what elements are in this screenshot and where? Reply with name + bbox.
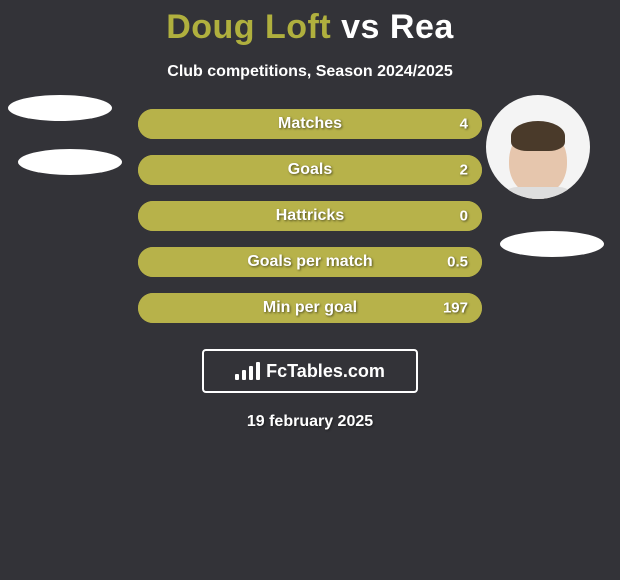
date-label: 19 february 2025: [0, 413, 620, 431]
avatar-hair: [511, 121, 565, 151]
player-left-ellipse-2: [18, 149, 122, 175]
stat-value-right: 2: [460, 162, 468, 179]
title-left: Doug Loft: [166, 8, 331, 46]
player-right-avatar: [486, 95, 590, 199]
subtitle: Club competitions, Season 2024/2025: [0, 63, 620, 81]
stat-label: Goals: [138, 161, 482, 179]
stat-label: Hattricks: [138, 207, 482, 225]
stat-label: Min per goal: [138, 299, 482, 317]
stat-value-right: 4: [460, 116, 468, 133]
player-left-ellipse-1: [8, 95, 112, 121]
title-right: Rea: [390, 8, 454, 46]
logo-bar: [235, 374, 239, 380]
stat-bar: Goals2: [138, 155, 482, 185]
stat-value-right: 0.5: [447, 254, 468, 271]
stat-value-right: 197: [443, 300, 468, 317]
stat-bars: Matches4Goals2Hattricks0Goals per match0…: [138, 109, 482, 323]
avatar-face: [486, 95, 590, 199]
stat-bar: Hattricks0: [138, 201, 482, 231]
comparison-stage: Matches4Goals2Hattricks0Goals per match0…: [0, 109, 620, 323]
stat-label: Matches: [138, 115, 482, 133]
chart-icon: [235, 362, 260, 380]
stat-bar: Matches4: [138, 109, 482, 139]
logo-bar: [256, 362, 260, 380]
stat-bar: Goals per match0.5: [138, 247, 482, 277]
brand-text: FcTables.com: [266, 361, 385, 382]
stat-label: Goals per match: [138, 253, 482, 271]
logo-bar: [242, 370, 246, 380]
stat-value-right: 0: [460, 208, 468, 225]
avatar-head: [509, 127, 567, 195]
logo-bar: [249, 366, 253, 380]
title-vs: vs: [331, 8, 390, 46]
player-right-ellipse: [500, 231, 604, 257]
avatar-torso: [499, 187, 577, 199]
brand-logo[interactable]: FcTables.com: [202, 349, 418, 393]
page-title: Doug Loft vs Rea: [0, 0, 620, 47]
stat-bar: Min per goal197: [138, 293, 482, 323]
